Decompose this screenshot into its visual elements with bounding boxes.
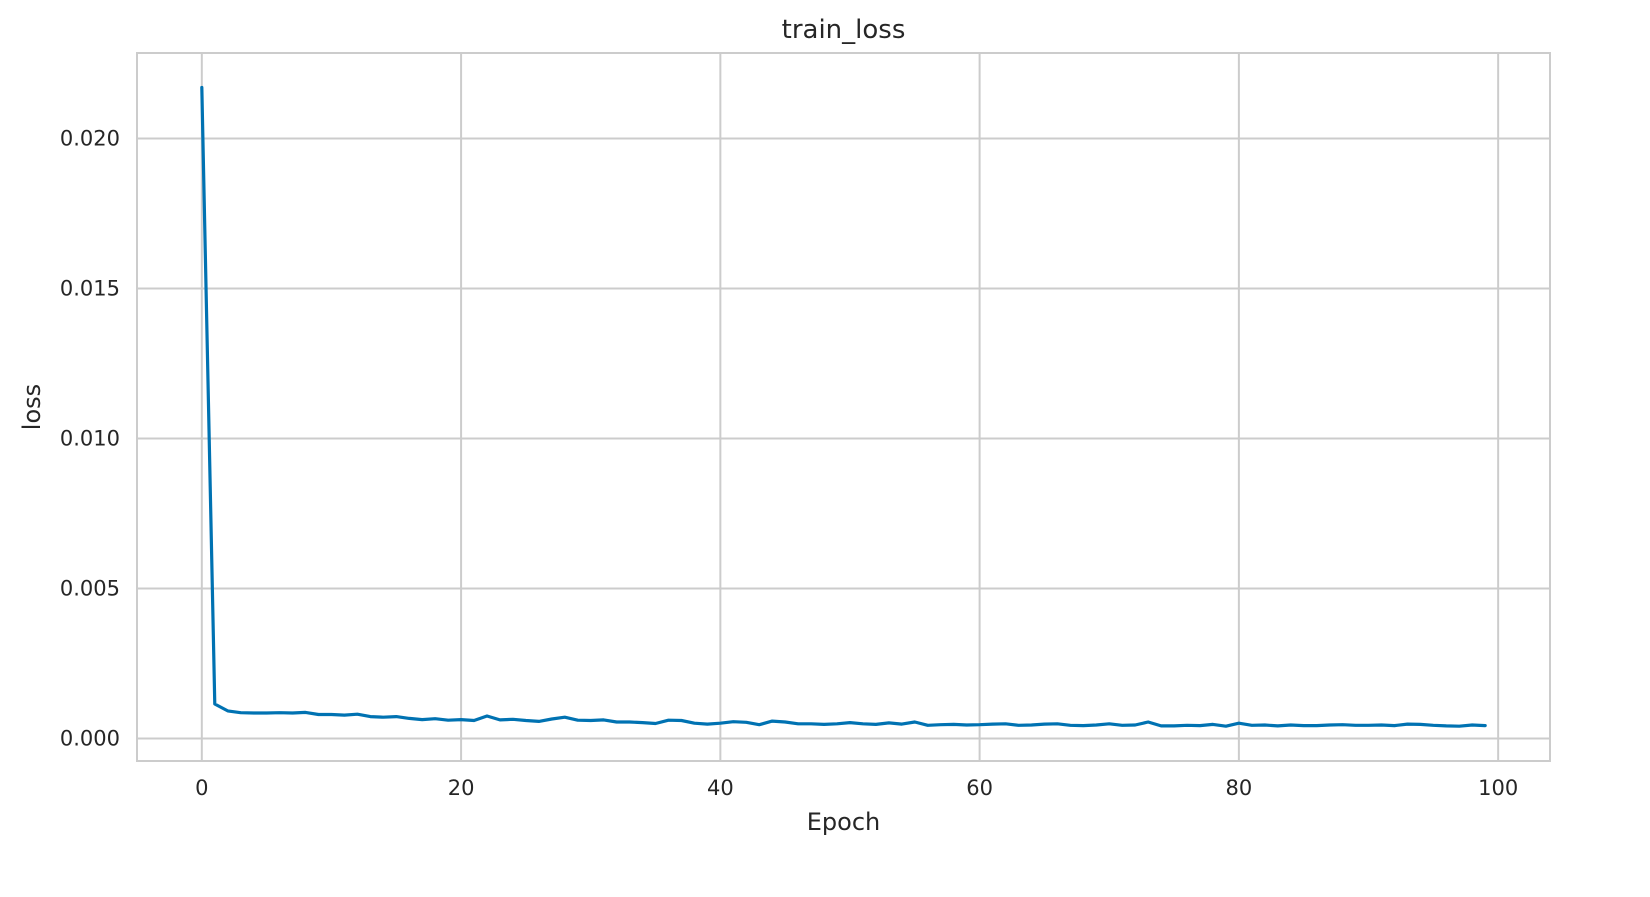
x-tick-label: 0 (195, 776, 208, 800)
x-axis-title: Epoch (807, 808, 881, 836)
y-tick-label: 0.005 (60, 577, 120, 601)
y-tick-label: 0.010 (60, 427, 120, 451)
series-layer (200, 85, 1487, 728)
y-axis-title: loss (18, 384, 46, 430)
y-tick-label: 0.020 (60, 127, 120, 151)
loss-series-line (200, 85, 1487, 728)
tick-labels: 0 20 40 60 80 100 0.000 0.005 0.010 0.015 0.020 (60, 127, 1518, 801)
x-tick-label: 100 (1478, 776, 1518, 800)
plot-frame (136, 52, 1551, 762)
grid (137, 53, 1550, 761)
y-tick-label: 0.015 (60, 277, 120, 301)
x-tick-label: 20 (448, 776, 475, 800)
x-tick-label: 60 (966, 776, 993, 800)
chart-title: train_loss (782, 15, 906, 45)
x-tick-label: 40 (707, 776, 734, 800)
x-tick-label: 80 (1226, 776, 1253, 800)
y-tick-label: 0.000 (60, 727, 120, 751)
